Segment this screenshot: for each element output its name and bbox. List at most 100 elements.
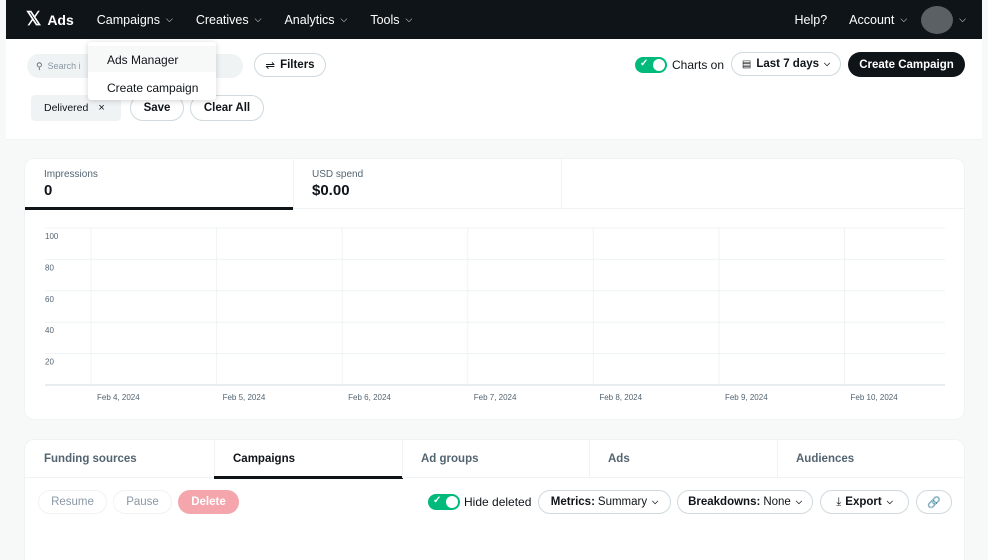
metric-impressions[interactable]: Impressions 0 [25, 159, 293, 210]
tab-campaigns[interactable]: Campaigns [214, 440, 403, 479]
entity-tabs: Funding sources Campaigns Ad groups Ads … [25, 440, 964, 479]
divider [777, 440, 778, 478]
chevron-down-icon: ⌵ [900, 14, 908, 24]
divider [402, 440, 403, 478]
tab-audiences[interactable]: Audiences [777, 440, 964, 478]
x-tick-label: Feb 7, 2024 [474, 393, 517, 402]
breakdowns-select-label: Breakdowns: [688, 496, 761, 508]
avatar[interactable] [921, 5, 954, 34]
link-icon: 🔗 [927, 496, 941, 509]
dropdown-item-ads-manager[interactable]: Ads Manager [107, 53, 179, 67]
y-tick-label: 20 [45, 358, 54, 367]
chevron-down-icon: ⌵ [254, 14, 262, 24]
dropdown-highlight [88, 46, 216, 72]
hide-deleted-label: Hide deleted [464, 495, 532, 509]
pause-button[interactable]: Pause [113, 490, 172, 514]
filters-button[interactable]: ⇌ Filters [254, 53, 326, 77]
link-button[interactable]: 🔗 [916, 490, 952, 514]
tab-ads[interactable]: Ads [589, 440, 777, 478]
search-icon: ⚲ [36, 60, 43, 71]
divider [293, 159, 294, 209]
nav-campaigns[interactable]: Campaigns ⌵ [97, 13, 173, 27]
toggle-knob [446, 496, 458, 508]
chevron-down-icon: ⌵ [340, 14, 348, 24]
clear-all-button[interactable]: Clear All [190, 95, 264, 121]
delete-button[interactable]: Delete [178, 490, 239, 514]
resume-button[interactable]: Resume [38, 490, 107, 514]
search-placeholder: Search i [47, 61, 81, 71]
divider [561, 159, 562, 209]
y-tick-label: 80 [45, 263, 54, 272]
toggle-knob [653, 59, 665, 71]
active-indicator [214, 476, 403, 479]
chevron-down-icon: ⌵ [824, 59, 831, 68]
top-nav: 𝕏 Ads Campaigns ⌵ Creatives ⌵ Analytics ⌵ T… [6, 0, 982, 39]
metric-value: $0.00 [312, 182, 350, 199]
metrics-select[interactable]: Metrics: Summary ⌵ [538, 490, 671, 514]
date-range-select[interactable]: ▤ Last 7 days ⌵ [731, 52, 841, 76]
create-campaign-button[interactable]: Create Campaign [848, 52, 965, 77]
table-card: Funding sources Campaigns Ad groups Ads … [24, 439, 965, 560]
tab-label: Campaigns [233, 453, 295, 465]
nav-campaigns-label: Campaigns [96, 12, 160, 27]
nav-right: Help? Account ⌵ ⌵ [794, 5, 983, 34]
tab-funding-sources[interactable]: Funding sources [25, 440, 214, 478]
close-icon[interactable]: × [98, 102, 105, 114]
check-icon: ✓ [640, 58, 649, 69]
chevron-down-icon: ⌵ [405, 14, 413, 24]
nav-creatives[interactable]: Creatives ⌵ [196, 13, 262, 27]
nav-analytics[interactable]: Analytics ⌵ [284, 13, 347, 27]
breakdowns-select-value: None [763, 496, 791, 508]
divider [589, 440, 590, 478]
nav-analytics-label: Analytics [284, 12, 335, 27]
charts-toggle[interactable]: ✓ [635, 57, 667, 73]
dropdown-item-create-campaign[interactable]: Create campaign [107, 81, 199, 95]
chart-card: Impressions 0 USD spend $0.00 100 80 60 40 2… [24, 158, 965, 420]
metric-usd-spend[interactable]: USD spend $0.00 [293, 159, 561, 209]
impressions-chart: 100 80 60 40 20 Feb 4, 2024 Feb 5, 2024 Feb 6, … [45, 227, 945, 402]
tab-label: Funding sources [44, 453, 137, 465]
brand-logo[interactable]: 𝕏 Ads [26, 10, 74, 29]
account-label: Account [849, 12, 895, 27]
export-button[interactable]: ⤓ Export ⌵ [820, 490, 909, 514]
x-tick-label: Feb 6, 2024 [348, 393, 391, 402]
help-link[interactable]: Help? [794, 12, 828, 27]
divider [214, 440, 215, 478]
chip-label: Delivered [44, 102, 89, 114]
chevron-down-icon: ⌵ [886, 497, 893, 506]
tab-label: Audiences [796, 453, 855, 465]
campaigns-dropdown: Ads Manager Create campaign [88, 42, 216, 100]
x-tick-label: Feb 4, 2024 [97, 393, 140, 402]
chevron-down-icon: ⌵ [795, 497, 802, 506]
metric-value: 0 [44, 182, 53, 199]
y-tick-label: 60 [45, 295, 54, 304]
tab-ad-groups[interactable]: Ad groups [402, 440, 590, 478]
metric-tabs: Impressions 0 USD spend $0.00 [25, 159, 964, 210]
export-label: Export [845, 496, 882, 508]
nav-tools-label: Tools [370, 12, 400, 27]
tab-label: Ad groups [421, 453, 479, 465]
x-tick-label: Feb 9, 2024 [725, 393, 768, 402]
metric-label: Impressions [44, 169, 98, 180]
active-indicator [25, 207, 293, 210]
breakdowns-select[interactable]: Breakdowns: None ⌵ [677, 490, 813, 514]
metric-label: USD spend [312, 169, 364, 180]
metrics-select-label: Metrics: [550, 496, 595, 508]
charts-on-label: Charts on [672, 58, 725, 72]
download-icon: ⤓ [836, 495, 842, 508]
hide-deleted-toggle[interactable]: ✓ [428, 494, 460, 510]
nav-tools[interactable]: Tools ⌵ [370, 13, 412, 27]
chevron-down-icon: ⌵ [652, 497, 659, 506]
x-tick-label: Feb 5, 2024 [223, 393, 266, 402]
check-icon: ✓ [433, 495, 442, 506]
y-tick-label: 100 [45, 232, 59, 241]
y-tick-label: 40 [45, 326, 54, 335]
account-menu[interactable]: Account ⌵ [849, 13, 907, 27]
chevron-down-icon[interactable]: ⌵ [959, 14, 966, 24]
metrics-select-value: Summary [597, 496, 648, 508]
x-tick-label: Feb 10, 2024 [851, 393, 899, 402]
x-tick-label: Feb 8, 2024 [599, 393, 642, 402]
chevron-down-icon: ⌵ [166, 14, 173, 24]
date-range-label: Last 7 days [756, 58, 820, 70]
x-logo-icon: 𝕏 [26, 9, 42, 30]
